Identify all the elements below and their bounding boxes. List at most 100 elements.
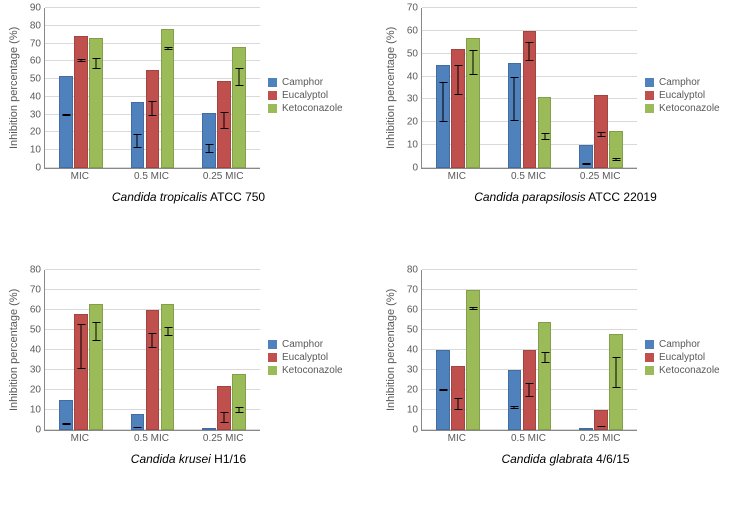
error-bar [514, 406, 515, 409]
error-bar [137, 427, 138, 428]
y-tick-label: 70 [30, 38, 41, 49]
y-tick-label: 80 [30, 20, 41, 31]
error-bar [616, 357, 617, 388]
legend-swatch [645, 340, 654, 349]
y-tick-label: 30 [30, 365, 41, 376]
legend-item: Eucalyptol [268, 90, 343, 101]
bar [131, 414, 145, 430]
legend-swatch [268, 104, 277, 113]
y-tick-label: 70 [30, 285, 41, 296]
y-tick-label: 10 [407, 140, 418, 151]
panel-caption: Candida glabrata 4/6/15 [383, 452, 748, 466]
bar [161, 304, 175, 430]
bar [146, 310, 160, 430]
panel-caption: Candida krusei H1/16 [6, 452, 371, 466]
y-tick-label: 50 [30, 74, 41, 85]
x-tick-label: 0.25 MIC [187, 169, 259, 182]
legend-item: Ketoconazole [268, 365, 343, 376]
legend-swatch [645, 366, 654, 375]
legend: Camphor Eucalyptol Ketoconazole [268, 337, 343, 378]
y-tick-label: 50 [30, 325, 41, 336]
legend-item: Camphor [268, 339, 343, 350]
y-tick-label: 70 [407, 285, 418, 296]
bar-group [422, 270, 494, 430]
error-bar [514, 77, 515, 121]
x-tick-label: MIC [421, 431, 493, 444]
error-bar [529, 383, 530, 397]
y-tick-label: 50 [407, 48, 418, 59]
bar [89, 38, 103, 168]
x-ticks: MIC0.5 MIC0.25 MIC [44, 431, 259, 444]
error-bar [442, 389, 443, 391]
error-bar [95, 58, 96, 69]
x-tick-label: MIC [44, 431, 116, 444]
bars-layer [422, 8, 637, 168]
bar [74, 314, 88, 430]
y-tick-label: 20 [407, 117, 418, 128]
x-ticks: MIC0.5 MIC0.25 MIC [44, 169, 259, 182]
error-bar [586, 163, 587, 165]
error-bar [544, 352, 545, 363]
error-bar [224, 412, 225, 423]
y-tick-label: 0 [35, 163, 41, 174]
x-ticks: MIC0.5 MIC0.25 MIC [421, 169, 636, 182]
legend-label: Eucalyptol [282, 352, 328, 363]
y-tick-label: 0 [35, 425, 41, 436]
legend-item: Camphor [645, 339, 720, 350]
legend-swatch [268, 366, 277, 375]
legend-swatch [268, 353, 277, 362]
bar-group [117, 270, 189, 430]
y-tick-label: 40 [30, 91, 41, 102]
error-bar [239, 68, 240, 86]
error-bar [442, 82, 443, 122]
x-tick-label: 0.25 MIC [564, 431, 636, 444]
legend-item: Ketoconazole [268, 103, 343, 114]
bar-group [565, 8, 637, 168]
bar [217, 81, 231, 168]
bar [232, 374, 246, 430]
bar [146, 70, 160, 168]
error-bar [152, 101, 153, 116]
y-tick-label: 60 [407, 305, 418, 316]
y-tick-label: 30 [407, 94, 418, 105]
bar [594, 95, 608, 168]
legend-label: Camphor [659, 77, 700, 88]
legend: Camphor Eucalyptol Ketoconazole [268, 75, 343, 116]
x-tick-label: 0.25 MIC [564, 169, 636, 182]
chart-grid: Inhibition percentage (%)010203040506070… [0, 0, 754, 524]
bars-layer [45, 270, 260, 430]
chart-panel: Inhibition percentage (%)010203040506070… [377, 0, 754, 262]
y-tick-label: 70 [407, 3, 418, 14]
legend-item: Camphor [268, 77, 343, 88]
legend-swatch [268, 78, 277, 87]
x-ticks: MIC0.5 MIC0.25 MIC [421, 431, 636, 444]
error-bar [529, 42, 530, 61]
bar-group [45, 270, 117, 430]
legend-label: Ketoconazole [282, 103, 343, 114]
error-bar [209, 144, 210, 153]
bar [217, 386, 231, 430]
bar [523, 350, 537, 430]
legend-label: Ketoconazole [659, 365, 720, 376]
bar [202, 113, 216, 168]
error-bar [457, 65, 458, 95]
bar [538, 97, 552, 168]
error-bar [95, 322, 96, 341]
bar [609, 131, 623, 168]
x-tick-label: MIC [44, 169, 116, 182]
panel-caption: Candida tropicalis ATCC 750 [6, 190, 371, 204]
error-bar [616, 158, 617, 161]
y-axis-label: Inhibition percentage (%) [6, 270, 22, 430]
error-bar [80, 59, 81, 62]
bar [451, 366, 465, 430]
bar [89, 304, 103, 430]
y-tick-label: 40 [407, 71, 418, 82]
bar [508, 63, 522, 168]
legend-label: Eucalyptol [659, 90, 705, 101]
plot-area: 0102030405060708090 [44, 8, 260, 169]
legend-label: Camphor [282, 339, 323, 350]
y-tick-label: 60 [30, 305, 41, 316]
chart-panel: Inhibition percentage (%)010203040506070… [377, 262, 754, 524]
bar [436, 350, 450, 430]
y-tick-label: 10 [30, 405, 41, 416]
